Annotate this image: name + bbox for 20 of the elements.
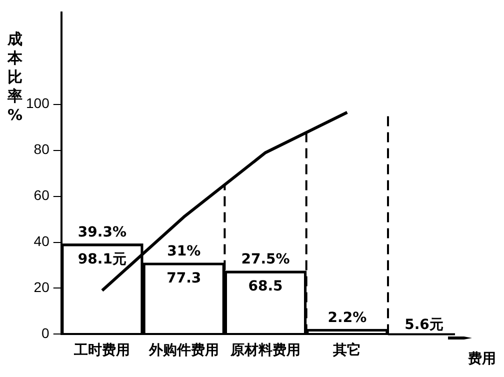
- annotation: 77.3: [166, 270, 202, 287]
- data-label: 27.5%: [241, 252, 290, 268]
- annotation: 68.5: [248, 278, 283, 295]
- data-label: 2.2%: [328, 310, 367, 326]
- y-axis-title: 成本比率%: [6, 30, 24, 125]
- data-label: 31%: [167, 244, 201, 260]
- annotation: 98.1元: [78, 252, 126, 268]
- x-tick-label: 原材料费用: [230, 341, 301, 358]
- y-tick-label: 100: [26, 95, 50, 112]
- text: 费用: [467, 350, 496, 367]
- y-tick-label: 0: [42, 325, 50, 342]
- data-label: 39.3%: [78, 224, 126, 241]
- text: 5.6元: [404, 316, 444, 333]
- x-tick-label: 其它: [332, 341, 362, 358]
- x-tick-label: 外购件费用: [148, 341, 219, 358]
- y-tick-label: 20: [34, 279, 50, 296]
- x-tick-label: 工时费用: [73, 341, 130, 358]
- y-tick-label: 40: [34, 233, 50, 250]
- y-tick-label: 80: [34, 141, 50, 158]
- y-tick-label: 60: [34, 187, 50, 204]
